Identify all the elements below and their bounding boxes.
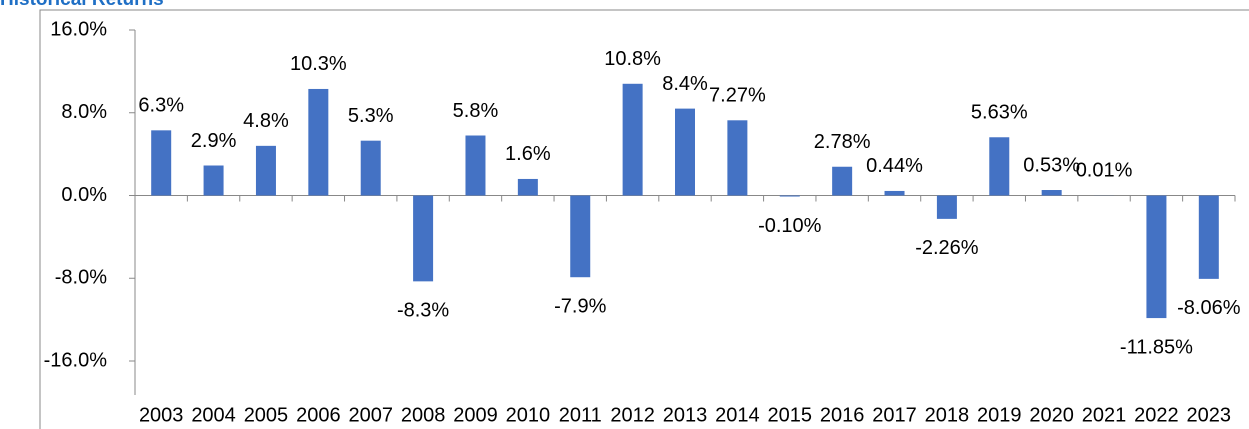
x-tick-label: 2008 — [401, 404, 446, 426]
data-label: -0.10% — [758, 215, 822, 237]
y-tick-label: 8.0% — [61, 101, 107, 123]
x-tick-label: 2007 — [348, 404, 393, 426]
data-label: 10.8% — [604, 48, 661, 70]
bar — [1146, 195, 1167, 319]
bar — [989, 137, 1010, 196]
x-tick-label: 2013 — [663, 404, 708, 426]
bar — [308, 88, 329, 196]
data-label: -8.06% — [1177, 297, 1241, 319]
chart-frame — [39, 9, 1249, 429]
bar — [622, 83, 643, 196]
x-tick-label: 2014 — [715, 404, 760, 426]
bar — [936, 195, 957, 219]
bar — [465, 135, 486, 196]
data-label: 4.8% — [243, 110, 289, 132]
data-label: 5.3% — [348, 105, 394, 127]
x-tick-label: 2017 — [872, 404, 917, 426]
data-label: 7.27% — [709, 85, 766, 107]
y-tick-label: 0.0% — [61, 184, 107, 206]
data-label: -7.9% — [554, 295, 606, 317]
x-tick-label: 2020 — [1029, 404, 1074, 426]
data-label: -8.3% — [397, 300, 449, 322]
bar — [675, 108, 695, 196]
bar — [884, 190, 905, 196]
x-tick-label: 2006 — [296, 404, 341, 426]
data-label: 5.8% — [453, 100, 499, 122]
x-tick-label: 2003 — [139, 404, 184, 426]
bar — [413, 195, 434, 282]
data-label: 2.78% — [814, 131, 871, 153]
bar — [832, 166, 853, 196]
y-tick-label: -16.0% — [44, 349, 108, 371]
bar — [360, 140, 381, 196]
bar — [517, 178, 538, 196]
x-tick-label: 2005 — [244, 404, 289, 426]
data-label: 0.53% — [1023, 154, 1080, 176]
x-tick-label: 2004 — [191, 404, 236, 426]
data-label: 0.44% — [866, 155, 923, 177]
bar — [1198, 195, 1219, 279]
x-tick-label: 2019 — [977, 404, 1022, 426]
data-label: 2.9% — [191, 130, 237, 152]
bar — [1041, 190, 1062, 196]
bar — [727, 120, 748, 196]
y-tick-label: 16.0% — [50, 18, 107, 40]
x-tick-label: 2022 — [1134, 404, 1179, 426]
x-tick-label: 2018 — [925, 404, 970, 426]
data-label: 8.4% — [662, 73, 708, 95]
x-tick-label: 2009 — [453, 404, 498, 426]
bar — [570, 195, 591, 278]
bar — [151, 130, 172, 196]
x-tick-label: 2010 — [506, 404, 551, 426]
x-tick-label: 2016 — [820, 404, 865, 426]
x-tick-label: 2012 — [610, 404, 655, 426]
data-label: 0.01% — [1076, 160, 1133, 182]
data-label: 1.6% — [505, 143, 551, 165]
bar — [203, 165, 224, 196]
x-tick-label: 2021 — [1082, 404, 1127, 426]
bar — [779, 195, 800, 197]
x-tick-label: 2023 — [1187, 404, 1232, 426]
data-label: -11.85% — [1120, 336, 1193, 358]
data-label: -2.26% — [915, 237, 979, 259]
y-tick-label: -8.0% — [55, 267, 107, 289]
x-tick-label: 2011 — [559, 404, 602, 426]
data-label: 5.63% — [971, 102, 1028, 124]
x-tick-label: 2015 — [768, 404, 813, 426]
data-label: 10.3% — [290, 53, 347, 75]
data-label: 6.3% — [138, 95, 184, 117]
chart-title: Historical Returns — [0, 0, 164, 10]
bar — [255, 145, 276, 196]
